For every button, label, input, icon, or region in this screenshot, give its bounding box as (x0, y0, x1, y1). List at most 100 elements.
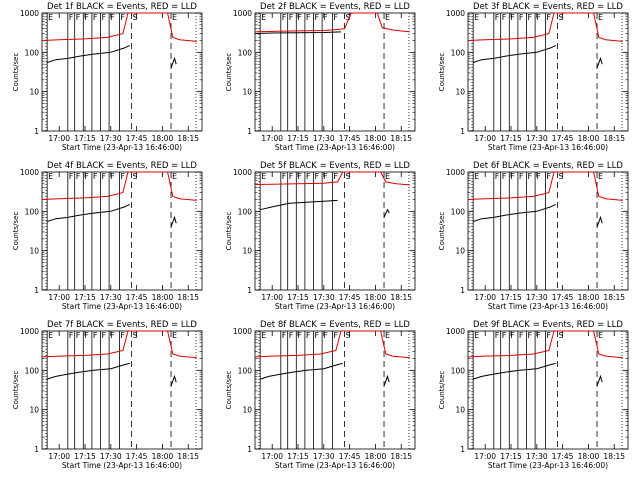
y-tick-label: 10 (455, 406, 465, 415)
marker-label: E (48, 331, 53, 340)
y-tick-label: 1 (34, 445, 39, 454)
x-tick-label: 18:00 (578, 452, 600, 461)
marker-label: F (527, 13, 532, 22)
marker-label: F (510, 13, 515, 22)
x-tick-label: 17:45 (552, 293, 574, 302)
marker-label: F (314, 331, 319, 340)
y-tick-label: 1000 (446, 168, 465, 177)
x-tick-label: 18:15 (603, 452, 625, 461)
marker-label: F (546, 13, 551, 22)
marker-label: F (306, 331, 311, 340)
y-tick-label: 1000 (20, 9, 39, 18)
marker-label: F (69, 172, 74, 181)
marker-label: E (385, 331, 390, 340)
marker-label: F (110, 331, 115, 340)
plot-frame (254, 171, 416, 291)
y-tick-label: 1 (247, 286, 252, 295)
marker-label: E (474, 172, 479, 181)
marker-label: F (495, 331, 500, 340)
y-tick-label: 100 (25, 366, 40, 375)
plot-frame (41, 12, 203, 132)
chart-panel-9: Det 9f BLACK = Events, RED = LLD 1 10 100 10… (438, 320, 629, 470)
y-tick-label: 1000 (233, 327, 252, 336)
x-tick-label: 17:45 (339, 452, 361, 461)
y-tick-label: 1 (34, 286, 39, 295)
series-line-1 (41, 330, 197, 359)
marker-label: F (120, 331, 125, 340)
x-tick-label: 17:45 (552, 452, 574, 461)
x-axis-label: Start Time (23-Apr-13 16:46:00) (275, 143, 395, 152)
marker-label: F (110, 172, 115, 181)
chart-panel-2: Det 2f BLACK = Events, RED = LLD 1 10 100 10… (225, 2, 416, 152)
marker-label: F (93, 13, 98, 22)
marker-label: F (282, 13, 287, 22)
y-tick-label: 100 (25, 48, 40, 57)
marker-label: F (323, 13, 328, 22)
marker-label: E (385, 172, 390, 181)
x-axis-label: Start Time (23-Apr-13 16:46:00) (488, 302, 608, 311)
marker-label: F (314, 172, 319, 181)
marker-label: S (345, 172, 350, 181)
y-tick-label: 1 (247, 445, 252, 454)
marker-label: F (289, 331, 294, 340)
marker-label: E (261, 13, 266, 22)
marker-label: F (84, 13, 89, 22)
y-axis-label: Counts/sec (438, 53, 446, 92)
x-tick-label: 17:30 (526, 452, 548, 461)
marker-label: F (306, 172, 311, 181)
marker-label: F (76, 13, 81, 22)
x-tick-label: 18:00 (365, 452, 387, 461)
x-tick-label: 17:30 (526, 134, 548, 143)
y-axis-label: Counts/sec (438, 212, 446, 251)
marker-label: E (172, 13, 177, 22)
series-line-2 (254, 31, 342, 35)
marker-label: E (598, 13, 603, 22)
x-tick-label: 18:00 (578, 134, 600, 143)
x-tick-label: 18:15 (390, 293, 412, 302)
marker-label: F (333, 172, 338, 181)
series-line-2 (260, 362, 390, 387)
plot-frame (254, 12, 416, 132)
marker-label: S (558, 172, 563, 181)
chart-panel-6: Det 6f BLACK = Events, RED = LLD 1 10 100 10… (438, 161, 629, 311)
chart-title: Det 7f BLACK = Events, RED = LLD (47, 320, 197, 330)
marker-label: F (282, 331, 287, 340)
marker-label: F (495, 13, 500, 22)
marker-label: F (93, 331, 98, 340)
series-line-2 (47, 203, 177, 228)
marker-label: F (110, 13, 115, 22)
y-tick-label: 10 (29, 406, 39, 415)
marker-label: F (502, 172, 507, 181)
y-tick-label: 1000 (446, 327, 465, 336)
x-tick-label: 17:00 (48, 452, 70, 461)
marker-label: F (519, 172, 524, 181)
chart-panel-7: Det 7f BLACK = Events, RED = LLD 1 10 100 10… (12, 320, 203, 470)
x-axis-label: Start Time (23-Apr-13 16:46:00) (488, 143, 608, 152)
marker-label: F (101, 331, 106, 340)
x-tick-label: 17:45 (126, 293, 148, 302)
x-tick-label: 17:45 (126, 452, 148, 461)
y-tick-label: 1000 (233, 9, 252, 18)
marker-label: E (474, 13, 479, 22)
plot-frame (254, 330, 416, 450)
marker-label: E (172, 172, 177, 181)
marker-label: F (502, 331, 507, 340)
chart-panel-1: Det 1f BLACK = Events, RED = LLD 1 10 100 10… (12, 2, 203, 152)
chart-title: Det 3f BLACK = Events, RED = LLD (473, 2, 623, 12)
marker-label: F (536, 172, 541, 181)
y-tick-label: 1000 (233, 168, 252, 177)
y-tick-label: 1000 (20, 327, 39, 336)
x-axis-label: Start Time (23-Apr-13 16:46:00) (275, 302, 395, 311)
y-tick-label: 10 (455, 88, 465, 97)
y-tick-label: 10 (242, 406, 252, 415)
marker-label: F (84, 331, 89, 340)
x-tick-label: 17:00 (48, 293, 70, 302)
x-tick-label: 17:45 (126, 134, 148, 143)
x-tick-label: 17:45 (339, 293, 361, 302)
x-tick-label: 17:45 (339, 134, 361, 143)
y-tick-label: 10 (455, 247, 465, 256)
marker-label: F (323, 172, 328, 181)
marker-label: S (345, 331, 350, 340)
y-tick-label: 1000 (446, 9, 465, 18)
